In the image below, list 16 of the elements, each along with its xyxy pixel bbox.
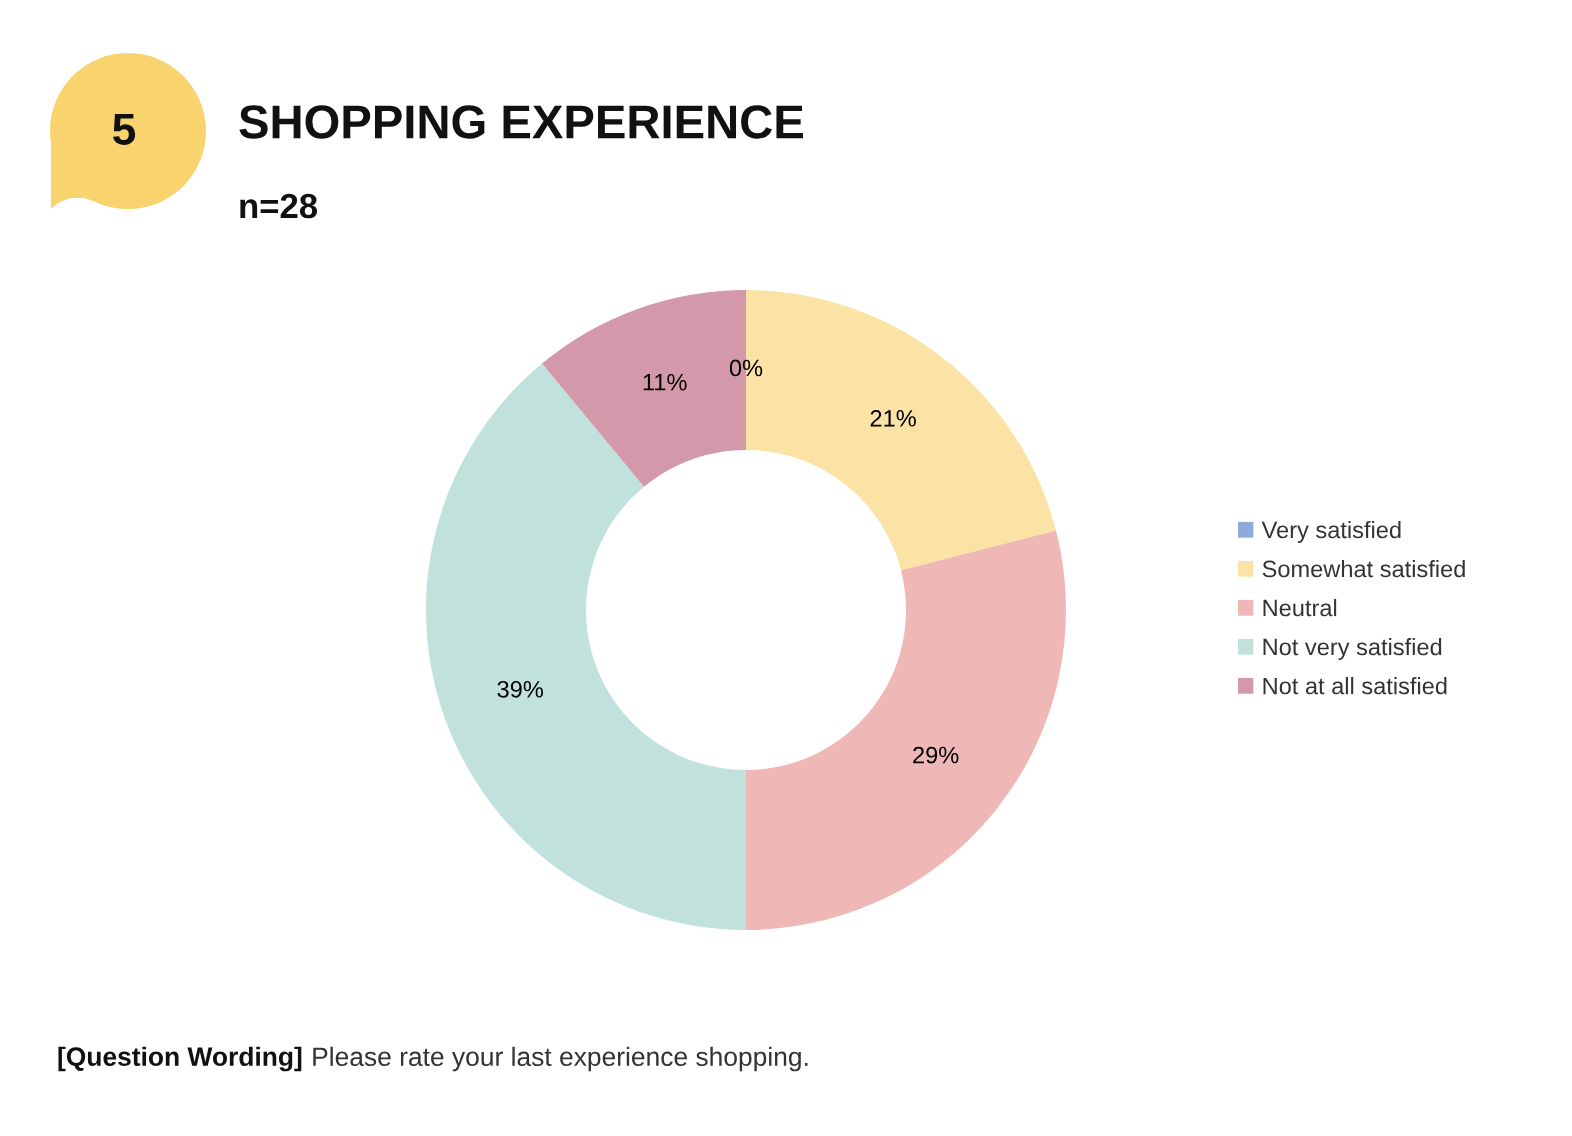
text: 5: [113, 113, 136, 145]
legend-label: Somewhat satisfied: [1262, 559, 1465, 578]
text: Please rate your last experience shopping.: [313, 1046, 808, 1072]
legend-label: Not very satisfied: [1263, 638, 1442, 661]
legend-label: Very satisfied: [1261, 520, 1401, 543]
data-label: 21%: [870, 409, 916, 427]
legend-label: Neutral: [1263, 598, 1337, 617]
text: [Question Wording]: [58, 1046, 302, 1072]
data-label: 29%: [913, 746, 959, 764]
chart-subtitle: n=28: [240, 193, 318, 219]
donut-slice: [746, 530, 1066, 930]
legend-label: Not at all satisfied: [1263, 677, 1447, 695]
data-label: 39%: [497, 680, 543, 698]
data-label: 11%: [643, 373, 687, 391]
chart-title: SHOPPING EXPERIENCE: [239, 105, 803, 139]
text: 0%: [729, 359, 763, 377]
